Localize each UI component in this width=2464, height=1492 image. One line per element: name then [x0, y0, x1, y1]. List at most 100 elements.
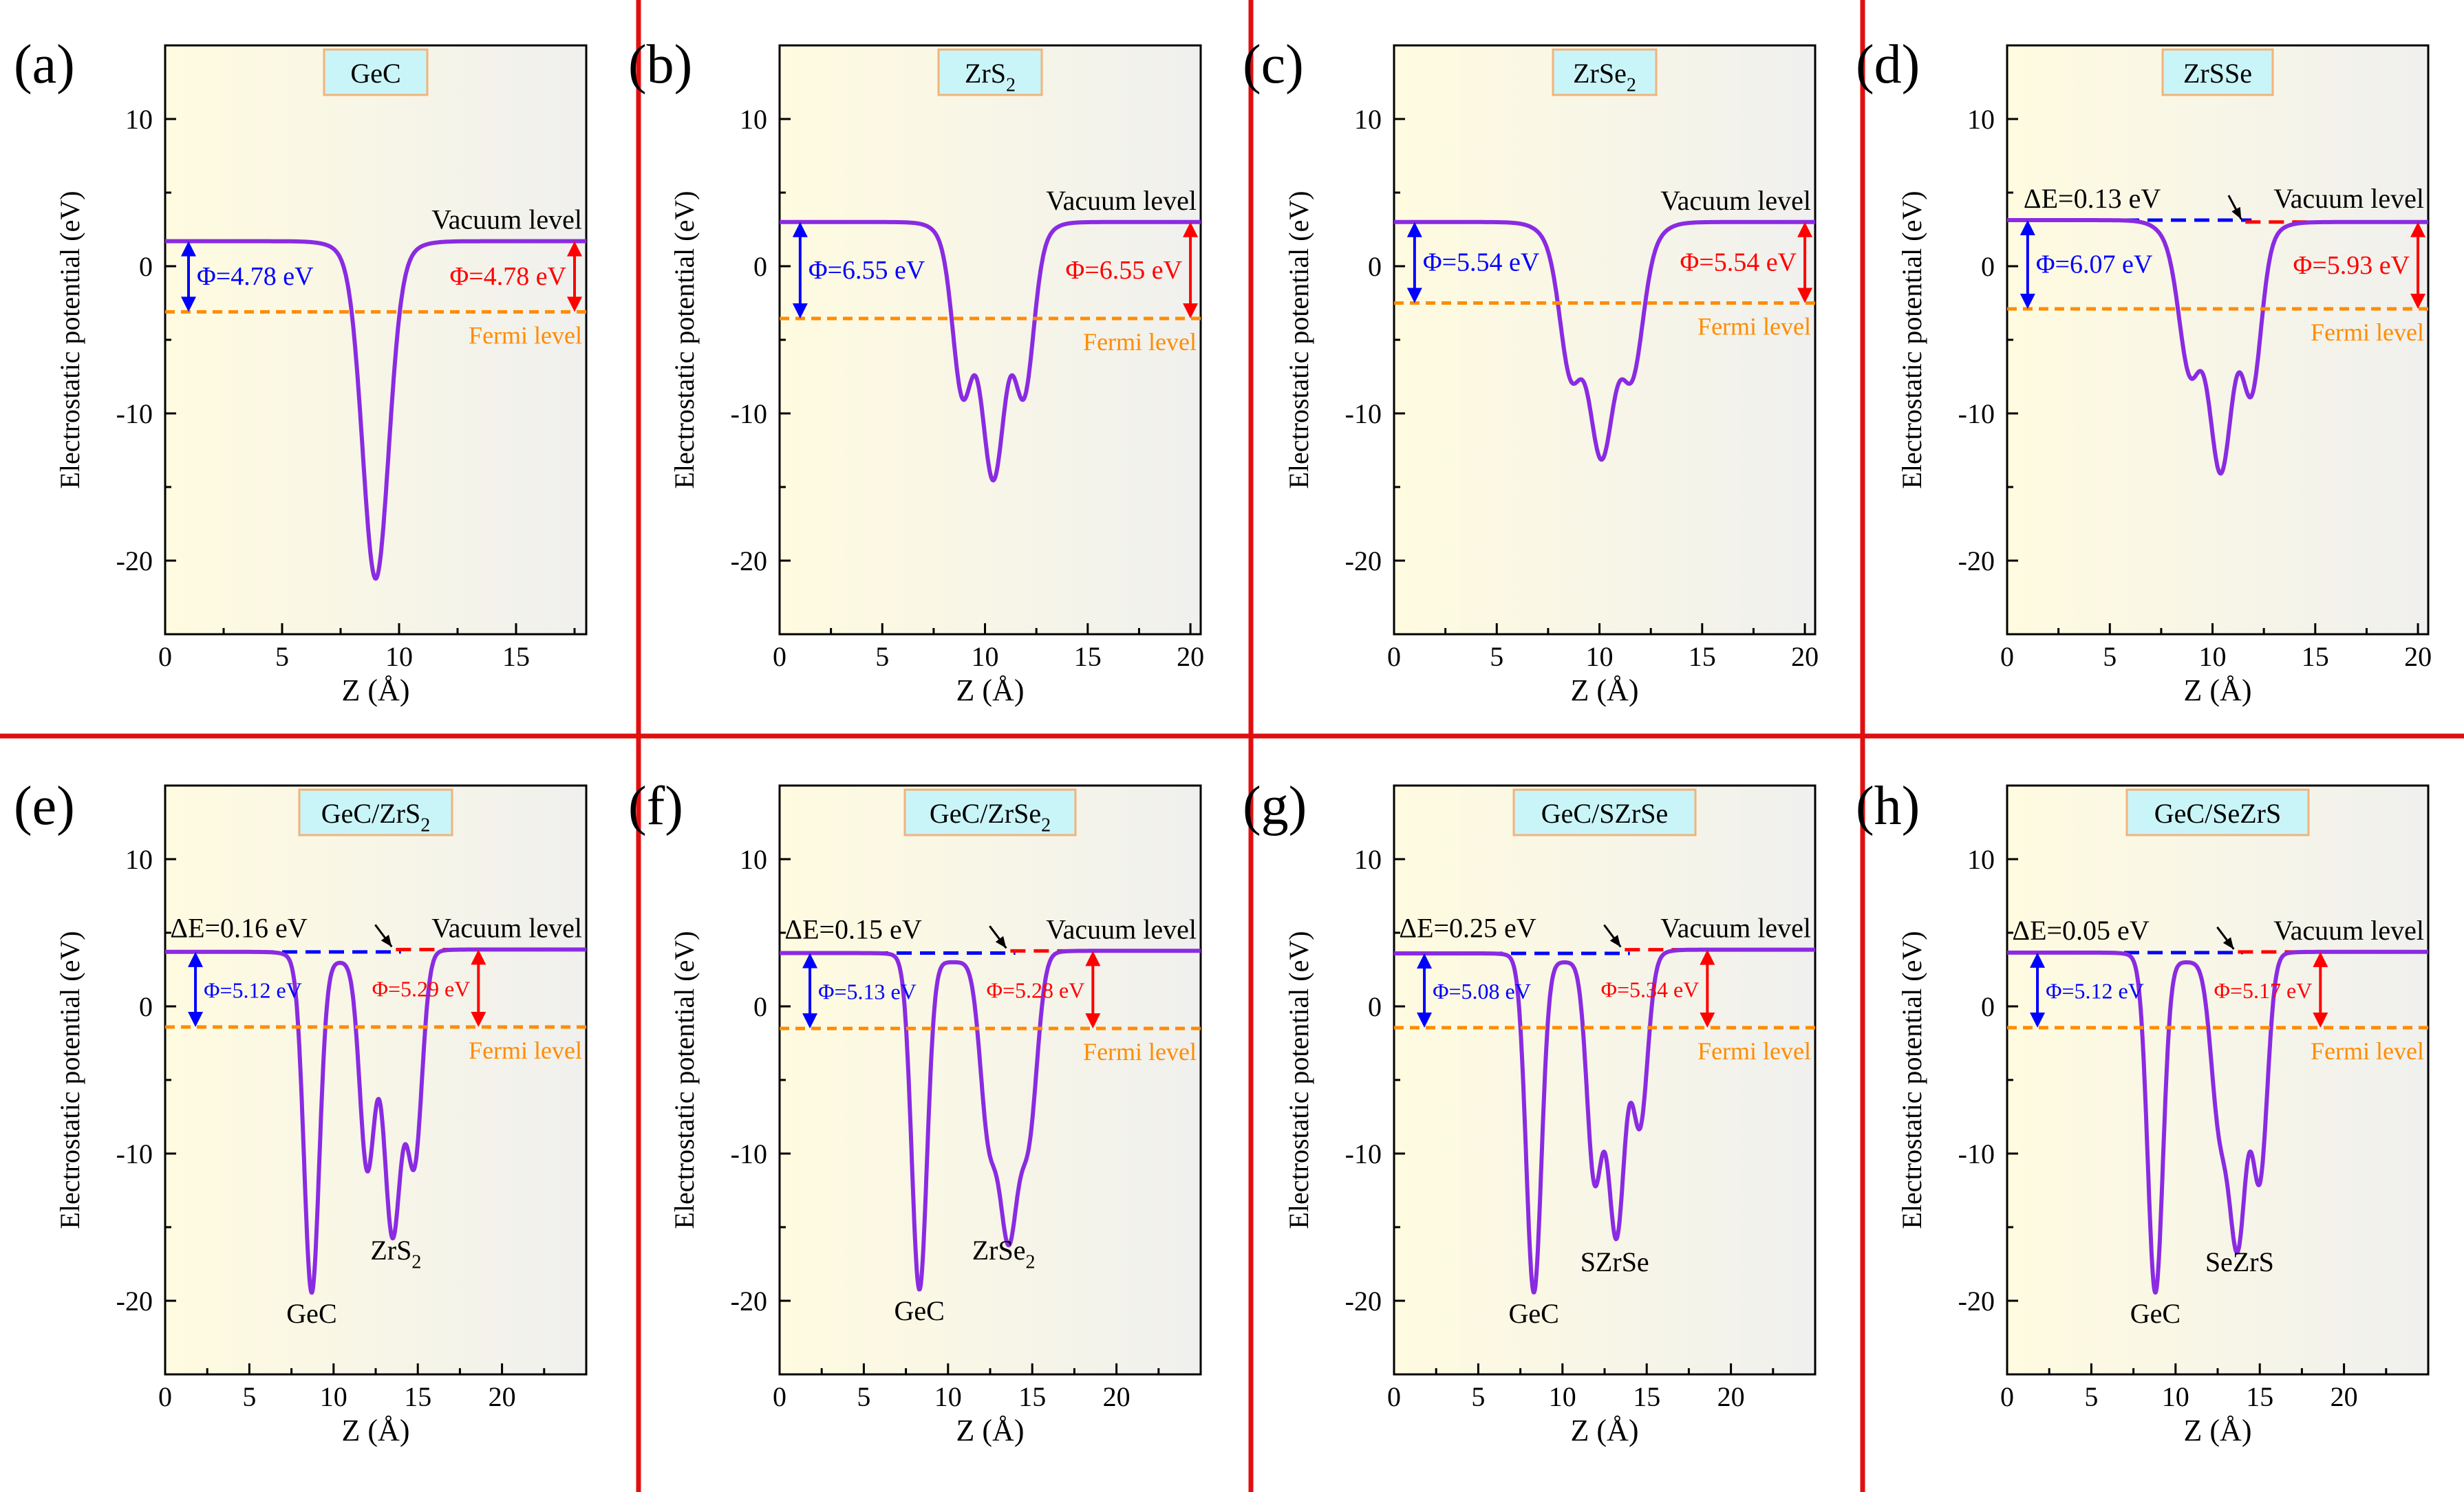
- x-tick-label: 5: [1471, 1381, 1485, 1412]
- work-function-arrow-left-head-top: [1406, 221, 1422, 237]
- fermi-level-label: Fermi level: [2311, 1037, 2424, 1065]
- y-tick-label: 10: [740, 844, 767, 875]
- material-label-main: ZrS: [965, 58, 1006, 89]
- layer-annotation-main: SeZrS: [2205, 1246, 2274, 1277]
- potential-curve: [1392, 219, 1817, 462]
- work-function-arrow-left-head-top: [181, 241, 196, 257]
- work-function-arrow-left: [2020, 220, 2035, 310]
- work-function-arrow-right: [471, 949, 486, 1027]
- delta-e-label: ΔE=0.13 eV: [2024, 183, 2161, 214]
- x-tick-label: 0: [1387, 1381, 1401, 1412]
- y-tick-label: -10: [1958, 398, 1995, 429]
- material-label-box: [2125, 788, 2310, 836]
- work-function-label-right: Φ=4.78 eV: [449, 262, 566, 291]
- work-function-arrow-left: [1417, 953, 1433, 1028]
- y-tick-label: -20: [1345, 545, 1382, 576]
- layer-annotation: GeC: [1509, 1298, 1559, 1329]
- work-function-arrow-left-head-top: [802, 953, 818, 969]
- x-axis-label: Z (Å): [956, 1414, 1025, 1447]
- y-tick-label: 10: [125, 104, 153, 135]
- work-function-arrow-left-head-bottom: [1406, 288, 1422, 303]
- y-tick-label: -10: [1958, 1138, 1995, 1169]
- work-function-arrow-right: [1797, 221, 1813, 303]
- potential-curve: [778, 219, 1203, 483]
- plot-background: [1394, 786, 1815, 1374]
- y-tick-label: -20: [731, 545, 767, 576]
- y-tick-label: 10: [125, 844, 153, 875]
- layer-annotation-main: GeC: [894, 1295, 945, 1326]
- work-function-label-left: Φ=5.12 eV: [2046, 978, 2144, 1003]
- layer-annotation-main: GeC: [2130, 1298, 2181, 1329]
- material-label: ZrS2: [965, 58, 1016, 96]
- y-tick-label: -10: [731, 1138, 767, 1169]
- x-axis-label: Z (Å): [2184, 1414, 2252, 1447]
- y-tick-label: -10: [116, 1138, 153, 1169]
- layer-annotation-main: SZrSe: [1581, 1246, 1649, 1277]
- y-tick-label: 10: [1967, 844, 1995, 875]
- x-axis-label: Z (Å): [1571, 673, 1639, 707]
- y-tick-label: -20: [1958, 545, 1995, 576]
- work-function-arrow-right-head-top: [2410, 221, 2426, 237]
- work-function-arrow-right-head-bottom: [471, 1011, 486, 1027]
- work-function-arrow-left-head-bottom: [2020, 294, 2035, 310]
- potential-curve: [2005, 949, 2430, 1295]
- work-function-arrow-left-head-bottom: [802, 1013, 818, 1029]
- x-tick-label: 5: [875, 641, 889, 672]
- y-axis-label: Electrostatic potential (eV): [1283, 191, 1314, 488]
- potential-curve: [163, 947, 588, 1295]
- work-function-label-right: Φ=5.17 eV: [2214, 978, 2313, 1003]
- x-tick-label: 15: [1074, 641, 1102, 672]
- y-tick-label: -10: [116, 398, 153, 429]
- work-function-label-right: Φ=5.34 eV: [1601, 977, 1700, 1002]
- y-axis-label: Electrostatic potential (eV): [54, 931, 85, 1229]
- fermi-level-label: Fermi level: [1697, 1037, 1811, 1065]
- layer-annotation: GeC: [894, 1295, 945, 1326]
- layer-annotation: ZrSe2: [972, 1235, 1036, 1273]
- plot-background: [1394, 45, 1815, 634]
- x-tick-label: 5: [2084, 1381, 2098, 1412]
- delta-e-arrowhead: [995, 936, 1007, 949]
- material-label-box: [2161, 48, 2274, 96]
- potential-curve: [163, 239, 588, 581]
- y-tick-label: -20: [116, 545, 153, 576]
- panel-e: (e) 10 0 -10 -20 0 5 10 15 20 Z (Å) Electrostatic p…: [14, 776, 588, 1447]
- work-function-label-left: Φ=6.55 eV: [808, 256, 925, 285]
- x-tick-label: 0: [158, 1381, 172, 1412]
- layer-annotation: GeC: [2130, 1298, 2181, 1329]
- vacuum-level-label: Vacuum level: [2273, 915, 2424, 946]
- material-label-main: ZrSe: [1573, 58, 1627, 89]
- material-label: GeC/SZrSe: [1541, 798, 1668, 829]
- work-function-arrow-right-head-top: [1183, 221, 1199, 237]
- work-function-arrow-left-head-bottom: [181, 296, 196, 312]
- vacuum-level-label: Vacuum level: [1046, 185, 1197, 216]
- y-tick-label: 0: [1368, 251, 1382, 282]
- material-label-main: GeC/SeZrS: [2154, 798, 2281, 829]
- y-tick-label: 0: [1981, 251, 1995, 282]
- layer-annotation-main: ZrSe: [972, 1235, 1026, 1266]
- material-label-main: GeC/ZrSe: [930, 798, 1041, 829]
- work-function-arrow-left: [792, 221, 808, 318]
- material-label: GeC/ZrSe2: [930, 798, 1051, 836]
- vacuum-level-label: Vacuum level: [1046, 913, 1197, 944]
- material-label-box: [903, 788, 1077, 836]
- potential-curve: [2005, 218, 2430, 476]
- y-axis-label: Electrostatic potential (eV): [1896, 191, 1927, 488]
- x-tick-label: 10: [385, 641, 413, 672]
- x-tick-label: 10: [972, 641, 999, 672]
- y-tick-label: 10: [1354, 104, 1382, 135]
- delta-e-label: ΔE=0.05 eV: [2012, 915, 2149, 946]
- material-label: GeC/SeZrS: [2154, 798, 2281, 829]
- y-axis-label: Electrostatic potential (eV): [54, 191, 85, 488]
- x-tick-label: 15: [502, 641, 530, 672]
- work-function-label-left: Φ=5.54 eV: [1423, 248, 1540, 277]
- y-tick-label: -10: [1345, 1138, 1382, 1169]
- vacuum-level-label: Vacuum level: [1660, 913, 1811, 944]
- x-tick-label: 10: [934, 1381, 962, 1412]
- material-label-box: [1512, 788, 1697, 836]
- y-axis-label: Electrostatic potential (eV): [669, 931, 700, 1229]
- x-tick-label: 15: [1633, 1381, 1660, 1412]
- layer-annotation-main: ZrS: [370, 1235, 411, 1266]
- fermi-level-label: Fermi level: [469, 1037, 582, 1064]
